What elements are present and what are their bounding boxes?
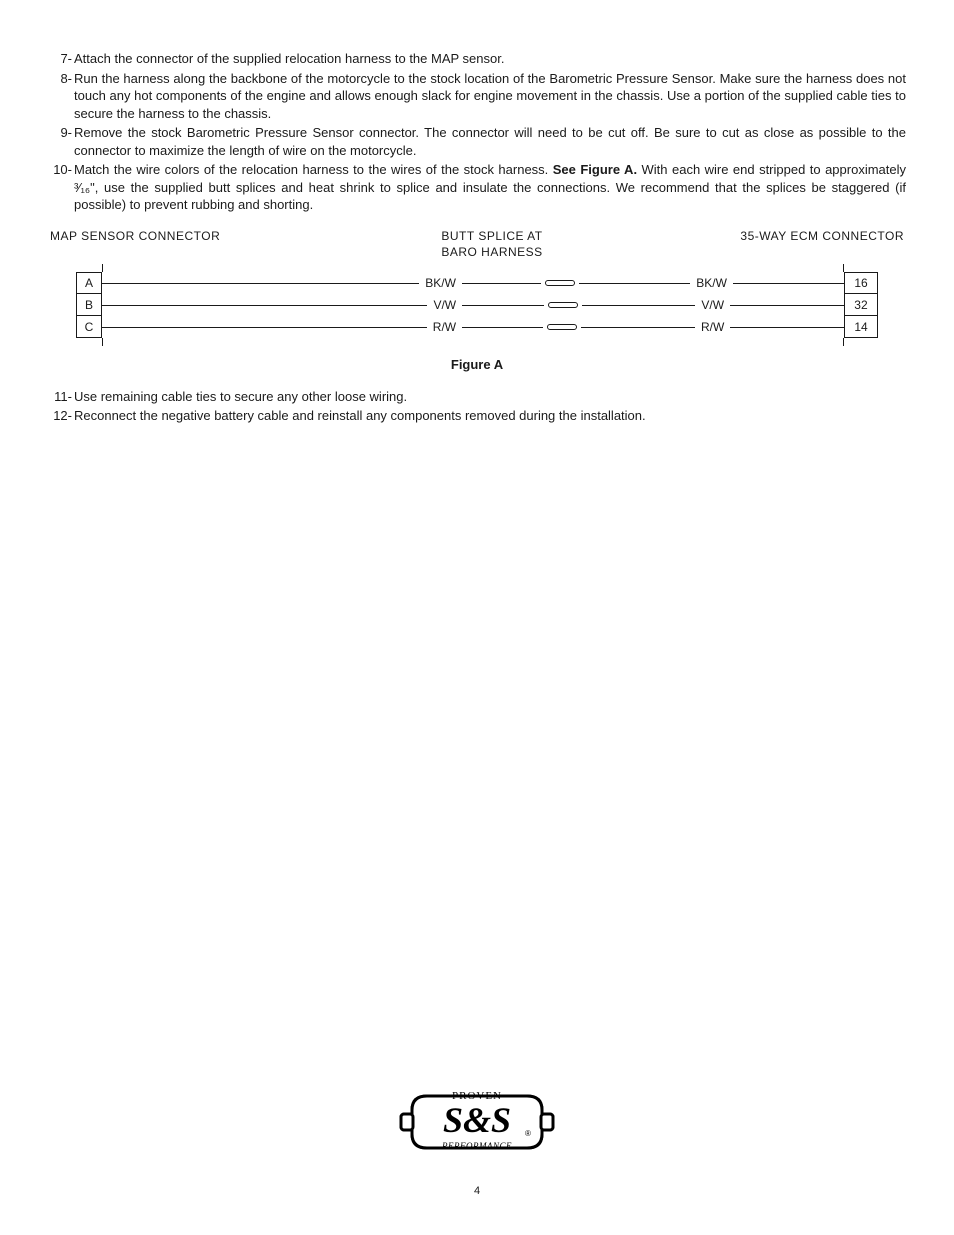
step-number: 12- [48, 407, 74, 425]
figure-caption: Figure A [48, 356, 906, 374]
ecm-pin: 14 [844, 316, 878, 338]
wire-rows: A BK/W BK/W 16 B V/W V/W 32 C R/W [48, 264, 906, 346]
wire-color-right: R/W [695, 319, 730, 335]
step-8: 8- Run the harness along the backbone of… [48, 70, 906, 123]
wire-row-b: B V/W V/W 32 [48, 294, 906, 316]
wire-segment [730, 305, 844, 306]
step-text: Attach the connector of the supplied rel… [74, 50, 906, 68]
step-text: Run the harness along the backbone of th… [74, 70, 906, 123]
label-splice: BUTT SPLICE AT BARO HARNESS [248, 228, 736, 260]
wire-row-a: A BK/W BK/W 16 [48, 272, 906, 294]
step-text-bold: See Figure A. [553, 162, 637, 177]
wire-segment [462, 283, 541, 284]
step-text: Use remaining cable ties to secure any o… [74, 388, 906, 406]
step-number: 8- [48, 70, 74, 123]
map-pin: A [76, 272, 102, 294]
wire-segment [733, 283, 844, 284]
ss-logo-icon: PROVEN S&S ® PERFORMANCE [397, 1070, 557, 1170]
ecm-pin: 16 [844, 272, 878, 294]
wire-color-left: V/W [427, 297, 462, 313]
logo-mid-text: S&S [443, 1100, 511, 1140]
connector-stub-bottom [48, 338, 906, 346]
step-number: 9- [48, 124, 74, 159]
step-10: 10- Match the wire colors of the relocat… [48, 161, 906, 214]
step-text: Remove the stock Barometric Pressure Sen… [74, 124, 906, 159]
step-number: 10- [48, 161, 74, 214]
step-9: 9- Remove the stock Barometric Pressure … [48, 124, 906, 159]
wire-color-right: V/W [695, 297, 730, 313]
steps-bottom: 11- Use remaining cable ties to secure a… [48, 388, 906, 425]
wire-segment [730, 327, 844, 328]
butt-splice-icon [547, 324, 577, 330]
wire-color-left: R/W [427, 319, 462, 335]
butt-splice-icon [548, 302, 578, 308]
wire-color-right: BK/W [690, 275, 733, 291]
wire-segment [462, 327, 543, 328]
map-pin: C [76, 316, 102, 338]
step-12: 12- Reconnect the negative battery cable… [48, 407, 906, 425]
registered-icon: ® [525, 1129, 531, 1138]
step-number: 11- [48, 388, 74, 406]
ecm-pin: 32 [844, 294, 878, 316]
wire-segment [102, 305, 427, 306]
label-ecm-connector: 35-WAY ECM CONNECTOR [736, 228, 906, 260]
step-text: Match the wire colors of the relocation … [74, 161, 906, 214]
wire-segment [581, 327, 695, 328]
wire-segment [102, 283, 419, 284]
wire-segment [462, 305, 543, 306]
wire-segment [102, 327, 427, 328]
steps-top: 7- Attach the connector of the supplied … [48, 50, 906, 214]
map-pin: B [76, 294, 102, 316]
wire-segment [582, 305, 696, 306]
step-text-pre: Match the wire colors of the relocation … [74, 162, 553, 177]
step-number: 7- [48, 50, 74, 68]
wiring-diagram: MAP SENSOR CONNECTOR BUTT SPLICE AT BARO… [48, 228, 906, 346]
page-number: 4 [474, 1184, 480, 1199]
butt-splice-icon [545, 280, 575, 286]
label-splice-line2: BARO HARNESS [248, 244, 736, 260]
wire-row-c: C R/W R/W 14 [48, 316, 906, 338]
diagram-header-labels: MAP SENSOR CONNECTOR BUTT SPLICE AT BARO… [48, 228, 906, 260]
label-splice-line1: BUTT SPLICE AT [248, 228, 736, 244]
wire-color-left: BK/W [419, 275, 462, 291]
step-11: 11- Use remaining cable ties to secure a… [48, 388, 906, 406]
wire-segment [579, 283, 690, 284]
connector-stub-top [48, 264, 906, 272]
step-7: 7- Attach the connector of the supplied … [48, 50, 906, 68]
brand-logo: PROVEN S&S ® PERFORMANCE [397, 1070, 557, 1175]
label-map-connector: MAP SENSOR CONNECTOR [48, 228, 248, 260]
step-text: Reconnect the negative battery cable and… [74, 407, 906, 425]
